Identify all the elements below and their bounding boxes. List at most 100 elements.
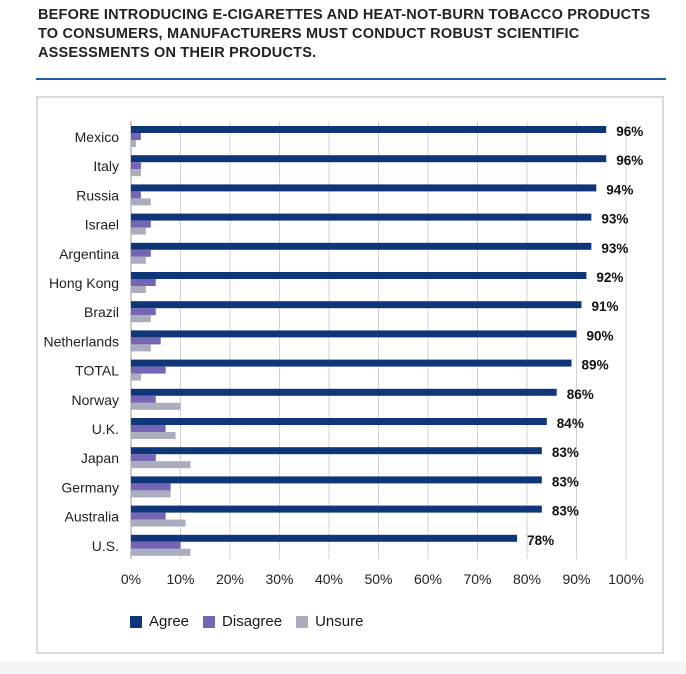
x-tick-label: 10%: [166, 571, 194, 587]
legend-label-disagree: Disagree: [222, 613, 283, 630]
x-tick-label: 70%: [463, 571, 491, 587]
data-label: 94%: [606, 182, 633, 197]
bar-unsure: [131, 432, 176, 439]
category-label: Italy: [93, 158, 119, 174]
bar-unsure: [131, 490, 171, 498]
page-footer-band: [0, 662, 686, 674]
x-tick-label: 30%: [265, 571, 293, 587]
bar-disagree: [131, 541, 181, 549]
x-tick-label: 80%: [513, 571, 541, 587]
bar-disagree: [131, 337, 161, 345]
data-label: 83%: [552, 504, 579, 519]
bar-unsure: [131, 198, 151, 206]
bar-unsure: [131, 227, 146, 235]
legend-item-disagree: Disagree: [203, 613, 282, 630]
category-label: U.K.: [92, 421, 119, 437]
data-label: 78%: [527, 533, 554, 548]
data-label: 90%: [587, 328, 614, 343]
bar-agree: [131, 534, 518, 542]
category-label: Mexico: [75, 129, 120, 145]
data-label: 92%: [596, 270, 623, 285]
bar-agree: [131, 418, 547, 425]
bar-unsure: [131, 140, 136, 147]
data-label: 84%: [557, 416, 584, 431]
data-label: 83%: [552, 445, 579, 460]
category-label: Brazil: [84, 304, 119, 320]
bar-disagree: [131, 395, 156, 403]
legend-swatch-disagree: [203, 615, 216, 628]
bar-unsure: [131, 519, 186, 527]
bar-unsure: [131, 461, 191, 469]
x-tick-label: 90%: [562, 571, 590, 587]
category-label: Japan: [81, 450, 119, 466]
data-label: 83%: [552, 474, 579, 489]
bar-unsure: [131, 402, 181, 410]
bar-disagree: [131, 425, 166, 432]
bar-unsure: [131, 256, 146, 264]
bar-agree: [131, 213, 592, 221]
bar-unsure: [131, 344, 151, 352]
bar-disagree: [131, 162, 141, 170]
legend-label-agree: Agree: [149, 613, 190, 630]
x-tick-label: 100%: [608, 571, 644, 587]
bar-agree: [131, 388, 557, 396]
data-label: 91%: [591, 299, 618, 314]
chart-legend: Agree Disagree Unsure: [130, 613, 363, 630]
legend-swatch-agree: [130, 615, 142, 628]
legend-label-unsure: Unsure: [315, 613, 364, 630]
bar-disagree: [131, 220, 151, 228]
category-label: Australia: [65, 509, 120, 525]
bar-disagree: [131, 454, 156, 462]
category-label: Argentina: [59, 246, 119, 262]
x-tick-label: 50%: [364, 571, 392, 587]
bar-agree: [131, 505, 542, 513]
bar-unsure: [131, 373, 141, 381]
bar-agree: [131, 272, 587, 279]
category-label: Norway: [72, 392, 119, 408]
bar-agree: [131, 184, 597, 192]
bar-agree: [131, 359, 572, 367]
legend-item-unsure: Unsure: [296, 613, 363, 630]
legend-item-agree: Agree: [130, 613, 189, 630]
category-label: Germany: [61, 479, 119, 495]
bar-disagree: [131, 308, 156, 316]
bar-unsure: [131, 548, 191, 556]
category-label: Hong Kong: [49, 275, 119, 291]
bar-unsure: [131, 169, 141, 177]
data-label: 86%: [567, 387, 594, 402]
bar-agree: [131, 301, 582, 309]
category-label: Israel: [85, 217, 119, 233]
data-label: 96%: [616, 153, 643, 168]
bar-unsure: [131, 286, 146, 293]
bar-disagree: [131, 133, 141, 140]
x-tick-label: 40%: [315, 571, 343, 587]
bar-agree: [131, 155, 607, 163]
bar-disagree: [131, 249, 151, 257]
x-tick-label: 0%: [121, 571, 141, 587]
x-tick-label: 60%: [414, 571, 442, 587]
bar-disagree: [131, 191, 141, 199]
bar-agree: [131, 476, 542, 484]
category-label: TOTAL: [75, 363, 119, 379]
data-label: 93%: [601, 241, 628, 256]
bar-agree: [131, 126, 607, 133]
bar-disagree: [131, 483, 171, 491]
title-divider: [36, 78, 666, 80]
bar-disagree: [131, 512, 166, 520]
bar-agree: [131, 447, 542, 455]
category-label: Netherlands: [44, 333, 120, 349]
chart-title: BEFORE INTRODUCING E-CIGARETTES AND HEAT…: [38, 7, 651, 61]
category-label: U.S.: [92, 538, 119, 554]
legend-swatch-unsure: [296, 615, 309, 628]
bar-disagree: [131, 366, 166, 374]
data-label: 89%: [582, 358, 609, 373]
bar-agree: [131, 242, 592, 250]
category-label: Russia: [76, 187, 119, 203]
bar-disagree: [131, 279, 156, 286]
x-tick-label: 20%: [216, 571, 244, 587]
bar-agree: [131, 330, 577, 338]
data-label: 96%: [616, 124, 643, 139]
data-label: 93%: [601, 212, 628, 227]
bar-unsure: [131, 315, 151, 323]
